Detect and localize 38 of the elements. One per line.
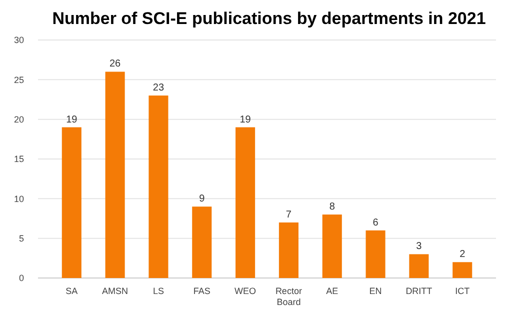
bar [409, 254, 429, 278]
x-tick-label: FAS [193, 286, 210, 296]
data-label: 6 [372, 217, 379, 228]
bar [236, 127, 256, 278]
bar [452, 262, 472, 278]
data-label: 9 [199, 194, 206, 205]
data-label: 19 [66, 114, 78, 126]
y-tick-label: 5 [18, 233, 24, 244]
data-label: 26 [109, 58, 122, 70]
data-label: 2 [460, 249, 466, 260]
x-tick-label: SA [66, 286, 78, 296]
data-label: 8 [329, 202, 336, 213]
x-tick-label: ICT [455, 286, 470, 296]
bar [148, 96, 168, 278]
bar [105, 72, 125, 278]
bar [322, 214, 342, 278]
data-label: 19 [240, 114, 252, 126]
x-tick-label: Rector Board [275, 286, 302, 307]
bar [366, 230, 386, 278]
x-tick-label: LS [152, 286, 164, 296]
bar [278, 222, 298, 278]
data-label: 7 [286, 209, 292, 220]
bar [192, 206, 212, 278]
y-tick-label: 30 [14, 35, 24, 46]
x-tick-label: AMSN [102, 286, 128, 296]
y-tick-label: 10 [14, 194, 24, 204]
x-tick-label: DRITT [406, 286, 433, 296]
data-label: 3 [416, 241, 422, 252]
x-tick-label: EN [369, 286, 382, 296]
x-tick-label: AE [326, 286, 338, 296]
y-tick-label: 0 [18, 273, 24, 284]
bar [62, 127, 82, 278]
y-tick-label: 20 [14, 114, 24, 124]
y-tick-label: 25 [14, 74, 24, 85]
chart-title: Number of SCI-E publications by departments in 2021 [52, 9, 486, 28]
data-label: 23 [152, 82, 164, 94]
y-tick-label: 15 [14, 154, 24, 164]
x-tick-label: WEO [234, 286, 256, 296]
